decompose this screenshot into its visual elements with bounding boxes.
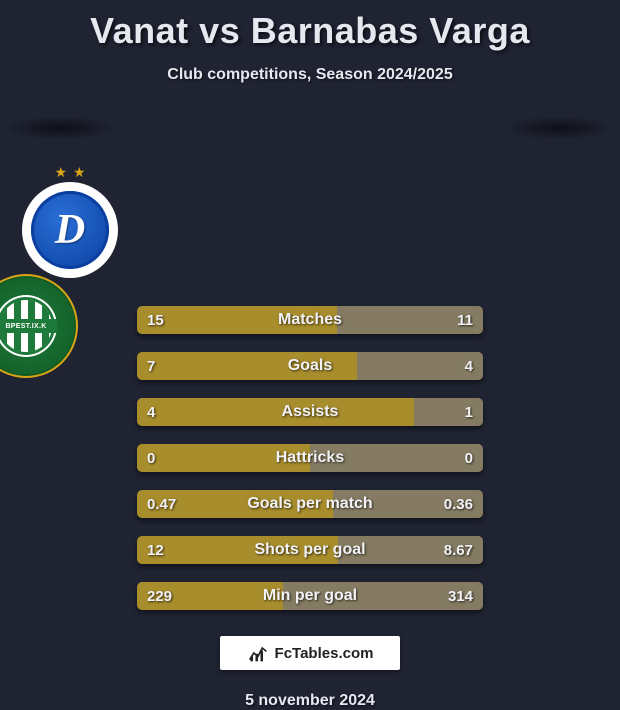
date-text: 5 november 2024	[0, 692, 620, 710]
crest-left-inner: D	[31, 191, 109, 269]
stat-row: 128.67Shots per goal	[137, 536, 483, 564]
brand-text: FcTables.com	[275, 645, 374, 662]
star-icon: ★	[54, 164, 67, 181]
star-icon: ★	[73, 164, 86, 181]
crest-right-stripes: BPEST.IX.K	[0, 300, 52, 352]
stat-label: Goals per match	[137, 490, 483, 518]
stat-row: 1511Matches	[137, 306, 483, 334]
chart-icon	[247, 643, 269, 663]
shadow-left	[6, 116, 116, 140]
stat-label: Assists	[137, 398, 483, 426]
stat-row: 00Hattricks	[137, 444, 483, 472]
comparison-area: ★ ★ D BPEST.IX.K 1511Matches 74Goals 41Ass…	[0, 112, 620, 610]
stat-row: 74Goals	[137, 352, 483, 380]
crest-left-letter: D	[55, 206, 85, 254]
crest-right: BPEST.IX.K	[0, 278, 74, 374]
page-subtitle: Club competitions, Season 2024/2025	[0, 66, 620, 84]
stat-row: 0.470.36Goals per match	[137, 490, 483, 518]
shadow-right	[504, 116, 614, 140]
stat-row: 41Assists	[137, 398, 483, 426]
stat-label: Matches	[137, 306, 483, 334]
brand-box: FcTables.com	[220, 636, 400, 670]
stat-label: Shots per goal	[137, 536, 483, 564]
stat-bars: 1511Matches 74Goals 41Assists 00Hattricks 0.…	[137, 304, 483, 610]
stat-label: Hattricks	[137, 444, 483, 472]
stat-label: Goals	[137, 352, 483, 380]
crest-left: ★ ★ D	[22, 182, 118, 278]
crest-right-band: BPEST.IX.K	[0, 319, 57, 333]
crest-left-stars: ★ ★	[22, 164, 118, 181]
stat-row: 229314Min per goal	[137, 582, 483, 610]
page-title: Vanat vs Barnabas Varga	[0, 0, 620, 52]
stat-label: Min per goal	[137, 582, 483, 610]
